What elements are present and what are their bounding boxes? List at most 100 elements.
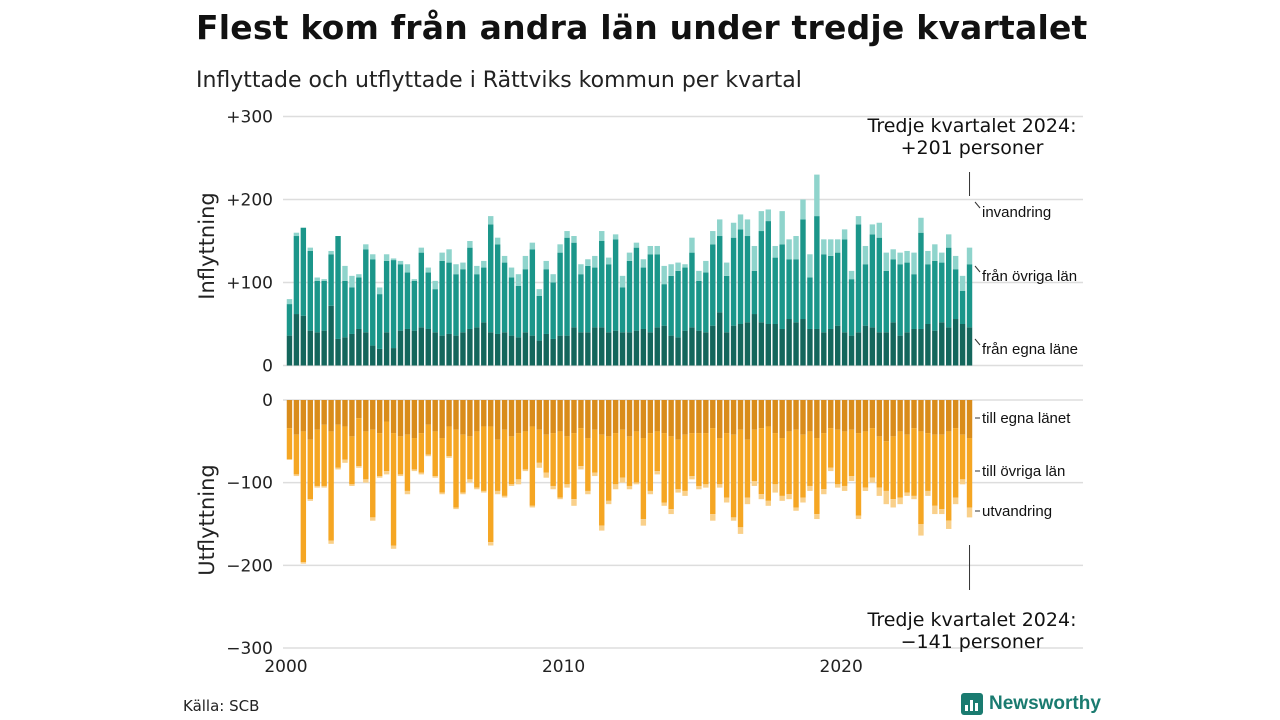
- bar-out-own: [439, 400, 445, 439]
- bar-out-other: [342, 426, 348, 460]
- bar-in-other: [425, 272, 431, 329]
- bar-in-abroad: [515, 274, 522, 286]
- series-label: till egna länet: [982, 410, 1071, 427]
- bar-in-abroad: [522, 255, 529, 270]
- bar-in-other: [855, 224, 862, 333]
- chart-subtitle: Inflyttade och utflyttade i Rättviks kom…: [196, 68, 802, 93]
- bar-out-own: [397, 400, 404, 437]
- bar-in-own: [300, 315, 307, 366]
- bar-in-other: [605, 264, 612, 333]
- bar-in-abroad: [821, 239, 827, 255]
- bar-in-own: [869, 327, 876, 366]
- bar-out-abroad: [821, 489, 827, 495]
- bar-in-own: [293, 314, 300, 366]
- bar-out-abroad: [946, 520, 952, 529]
- bar-out-abroad: [585, 490, 591, 495]
- bar-out-own: [800, 400, 806, 435]
- bar-in-other: [682, 267, 688, 331]
- bar-in-own: [876, 332, 883, 366]
- bar-out-other: [862, 431, 869, 488]
- y-axis-label-bottom: Utflyttning: [195, 464, 219, 576]
- bar-out-other: [717, 438, 723, 485]
- bar-out-other: [411, 438, 418, 470]
- bar-out-own: [522, 400, 529, 432]
- bar-in-abroad: [689, 237, 695, 253]
- series-label: utvandring: [982, 503, 1052, 520]
- bar-in-other: [668, 275, 674, 336]
- bar-in-own: [737, 324, 744, 366]
- bar-in-own: [418, 327, 425, 366]
- bar-out-own: [370, 400, 376, 430]
- bar-out-abroad: [855, 515, 862, 520]
- bar-in-own: [578, 332, 584, 366]
- bar-out-own: [744, 400, 751, 440]
- bar-in-abroad: [564, 231, 570, 238]
- bar-out-other: [356, 418, 362, 467]
- bar-in-other: [404, 272, 411, 329]
- bar-in-abroad: [286, 299, 293, 305]
- x-tick-label: 2020: [820, 657, 863, 677]
- bar-out-abroad: [425, 454, 431, 457]
- y-tick-label: 0: [262, 357, 273, 377]
- bar-in-other: [432, 289, 438, 333]
- bar-out-abroad: [841, 485, 848, 491]
- bar-out-other: [418, 433, 425, 473]
- bar-out-own: [349, 400, 355, 437]
- bar-out-own: [647, 400, 654, 434]
- bar-out-abroad: [474, 487, 480, 490]
- bar-out-own: [821, 400, 827, 434]
- bar-out-own: [363, 400, 369, 432]
- bar-in-own: [828, 328, 834, 366]
- bar-in-own: [855, 332, 862, 366]
- bar-in-other: [640, 267, 647, 329]
- bar-in-other: [564, 237, 570, 336]
- bar-in-abroad: [703, 260, 709, 273]
- bar-out-other: [488, 426, 494, 543]
- bar-in-own: [307, 330, 313, 366]
- bar-out-own: [585, 400, 591, 439]
- bar-in-own: [585, 332, 591, 366]
- bar-in-abroad: [592, 255, 598, 268]
- bar-out-abroad: [411, 469, 418, 472]
- bar-out-own: [599, 400, 605, 435]
- bar-in-abroad: [918, 217, 924, 233]
- bar-in-own: [370, 345, 376, 366]
- bar-in-other: [356, 277, 362, 329]
- bar-in-other: [619, 287, 626, 333]
- bar-out-own: [376, 400, 383, 434]
- bar-in-other: [834, 252, 841, 326]
- bar-in-abroad: [807, 254, 813, 278]
- bar-in-own: [286, 335, 293, 366]
- bar-out-own: [918, 400, 924, 432]
- bar-out-abroad: [890, 499, 896, 508]
- bar-out-other: [703, 433, 709, 485]
- bar-in-own: [807, 328, 813, 366]
- bar-out-own: [897, 400, 903, 432]
- bar-out-own: [730, 400, 737, 435]
- y-axis-label-top: Inflyttning: [195, 192, 219, 299]
- bar-in-abroad: [481, 260, 487, 268]
- bar-in-abroad: [890, 249, 896, 260]
- bar-in-abroad: [342, 265, 348, 281]
- bar-out-own: [605, 400, 612, 437]
- bar-in-other: [737, 229, 744, 324]
- bar-out-other: [925, 433, 931, 491]
- bar-in-own: [723, 332, 730, 366]
- bar-out-abroad: [605, 500, 612, 505]
- bar-in-abroad: [376, 287, 383, 295]
- bar-in-own: [453, 335, 459, 366]
- bar-out-other: [800, 434, 806, 498]
- bar-out-abroad: [744, 497, 751, 505]
- bar-out-other: [599, 434, 605, 526]
- bar-out-own: [571, 400, 577, 434]
- bar-out-abroad: [508, 484, 515, 486]
- bar-out-own: [612, 400, 619, 434]
- bar-in-abroad: [772, 245, 778, 258]
- bar-in-abroad: [800, 199, 806, 220]
- bar-out-other: [647, 433, 654, 491]
- bar-in-own: [619, 332, 626, 366]
- series-label: invandring: [982, 204, 1051, 221]
- bar-in-own: [661, 325, 667, 366]
- bar-in-other: [536, 295, 542, 341]
- bar-in-abroad: [543, 260, 549, 270]
